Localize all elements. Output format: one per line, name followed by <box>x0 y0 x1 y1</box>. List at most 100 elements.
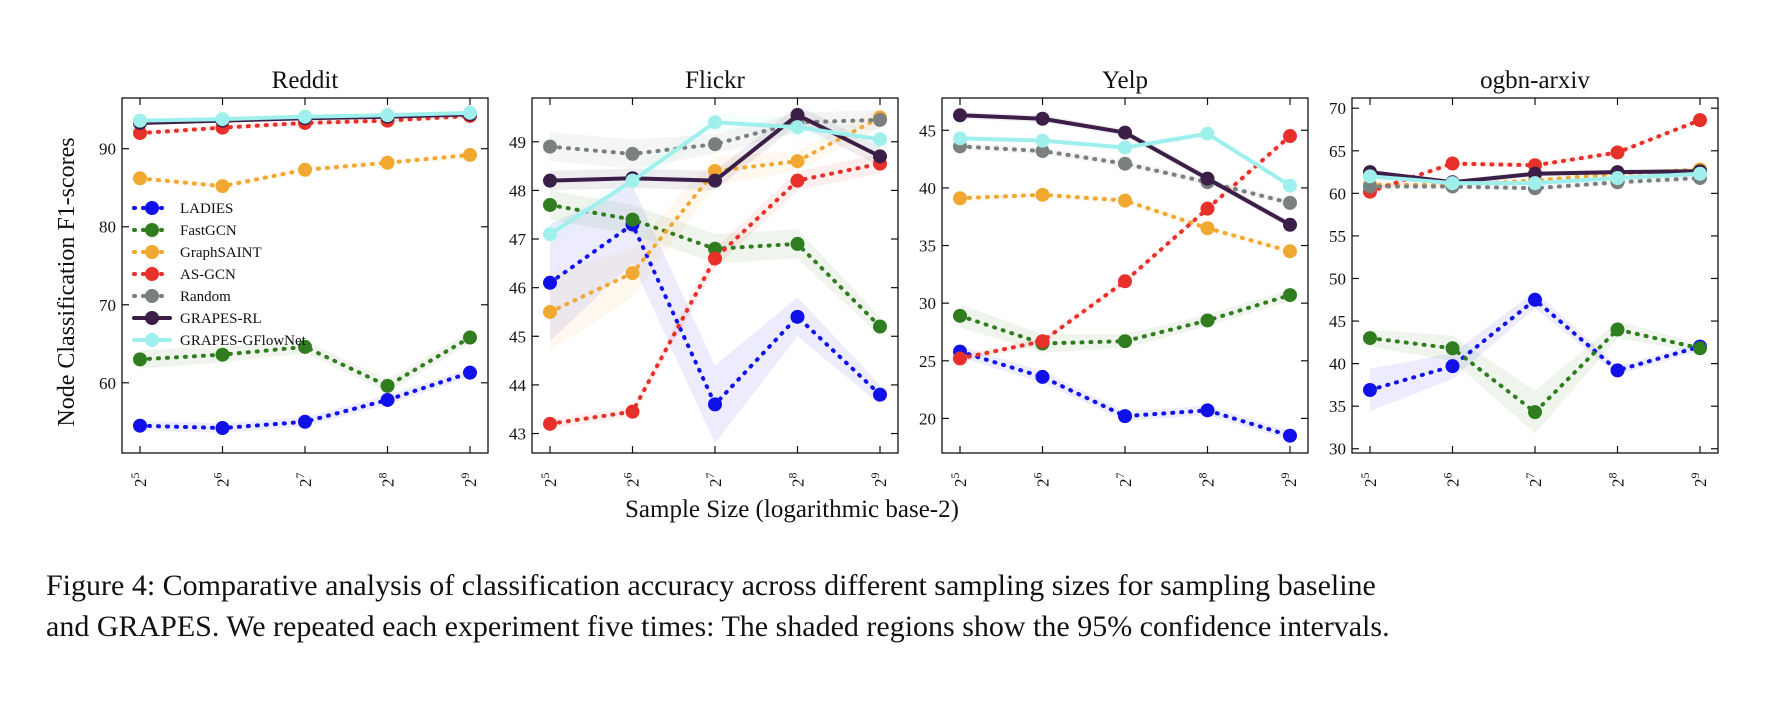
series-grapes-gflownet <box>953 126 1297 193</box>
data-point <box>1283 129 1297 144</box>
series-line <box>958 192 1292 254</box>
data-point <box>1283 288 1297 303</box>
panel-title: Yelp <box>1102 67 1148 94</box>
series-line <box>138 370 472 431</box>
x-tick-label: 27 <box>703 473 725 488</box>
data-point <box>1528 176 1542 191</box>
legend-entry-fastgcn: FastGCN <box>132 223 237 239</box>
data-point <box>790 173 805 188</box>
y-tick-label: 47 <box>509 230 527 249</box>
data-point <box>1363 169 1377 184</box>
data-point <box>463 147 477 162</box>
panel-title: Reddit <box>272 67 339 94</box>
caption-line-2: and GRAPES. We repeated each experiment … <box>46 610 1390 643</box>
x-tick-label: 25 <box>1358 473 1380 488</box>
legend-marker <box>145 267 159 281</box>
data-point <box>1528 405 1542 420</box>
data-point <box>1200 126 1215 141</box>
ci-band-grapes-gflownet <box>550 112 880 244</box>
x-axis-label: Sample Size (logarithmic base-2) <box>625 496 959 523</box>
series-line <box>138 152 472 189</box>
x-tick-label: 29 <box>868 473 890 488</box>
panel-yelp: Yelp 20 25 30 35 40 45 25 26 27 28 29 <box>919 67 1309 488</box>
series-line <box>1368 176 1702 191</box>
x-tick-label: 26 <box>211 473 233 488</box>
data-point <box>1035 187 1050 202</box>
x-tick-label: 27 <box>293 473 315 488</box>
x-tick-label: 29 <box>1688 473 1710 488</box>
data-point <box>215 421 230 436</box>
data-point <box>873 112 887 127</box>
data-point <box>1610 171 1625 186</box>
legend-label: LADIES <box>180 201 233 217</box>
x-tick-label: 26 <box>621 473 643 488</box>
data-point <box>1118 156 1132 171</box>
y-tick-label: 44 <box>509 376 527 395</box>
data-point <box>1118 125 1132 140</box>
y-axis-label: Node Classification F1-scores <box>54 137 80 426</box>
data-point <box>1035 369 1050 384</box>
data-point <box>1528 292 1542 307</box>
y-tick-label: 40 <box>1329 355 1346 374</box>
data-point <box>133 352 147 367</box>
data-point <box>708 241 722 256</box>
data-point <box>708 173 722 188</box>
y-tick-label: 30 <box>1329 440 1346 459</box>
data-point <box>543 304 557 319</box>
series-grapes-gflownet <box>133 105 477 128</box>
y-tick-label: 60 <box>99 374 116 393</box>
y-tick-label: 49 <box>509 133 526 152</box>
y-tick-label: 30 <box>919 294 936 313</box>
data-point <box>543 139 557 154</box>
legend-label: GRAPES-RL <box>180 311 262 327</box>
data-point <box>133 113 147 128</box>
data-point <box>1118 193 1132 208</box>
x-tick-label: 25 <box>948 473 970 488</box>
data-point <box>463 365 477 380</box>
y-tick-label: 43 <box>509 425 526 444</box>
x-tick-label: 29 <box>458 473 480 488</box>
ci-band-ladies <box>550 185 880 444</box>
x-tick-label: 25 <box>538 473 560 488</box>
x-tick-label: 26 <box>1441 473 1463 488</box>
series-fastgcn <box>133 330 477 393</box>
data-point <box>708 397 722 412</box>
data-point <box>708 251 722 266</box>
data-point <box>215 112 230 127</box>
figure-caption: Figure 4: Comparative analysis of classi… <box>46 565 1736 647</box>
series-graphsaint <box>953 187 1297 259</box>
y-tick-label: 46 <box>509 279 526 298</box>
series-line <box>548 117 882 156</box>
x-tick-label: 27 <box>1113 473 1135 488</box>
data-point <box>953 191 967 206</box>
data-point <box>790 108 805 123</box>
ci-band-graphsaint <box>550 107 880 351</box>
series-grapes-gflownet <box>1363 166 1707 191</box>
data-point <box>953 108 967 123</box>
data-point <box>133 171 147 186</box>
series-grapes-rl <box>543 108 887 188</box>
data-point <box>1445 156 1460 171</box>
series-line <box>958 349 1292 438</box>
x-tick-label: 25 <box>128 473 150 488</box>
y-tick-label: 50 <box>1329 269 1346 288</box>
data-point <box>298 162 312 177</box>
data-point <box>625 212 640 227</box>
data-point <box>1445 359 1460 374</box>
data-point <box>790 120 805 135</box>
y-tick-label: 45 <box>1329 312 1346 331</box>
y-tick-label: 80 <box>99 218 116 237</box>
y-tick-label: 90 <box>99 140 116 159</box>
legend-label: GRAPES-GFlowNet <box>180 333 307 349</box>
series-fastgcn <box>953 288 1297 351</box>
data-point <box>1363 383 1377 398</box>
y-tick-label: 48 <box>509 181 526 200</box>
data-point <box>1363 179 1377 194</box>
legend-label: GraphSAINT <box>180 245 262 261</box>
data-point <box>1035 111 1050 126</box>
data-point <box>1118 274 1132 289</box>
series-line <box>958 134 1292 361</box>
data-point <box>1035 133 1050 148</box>
data-point <box>1118 140 1132 155</box>
